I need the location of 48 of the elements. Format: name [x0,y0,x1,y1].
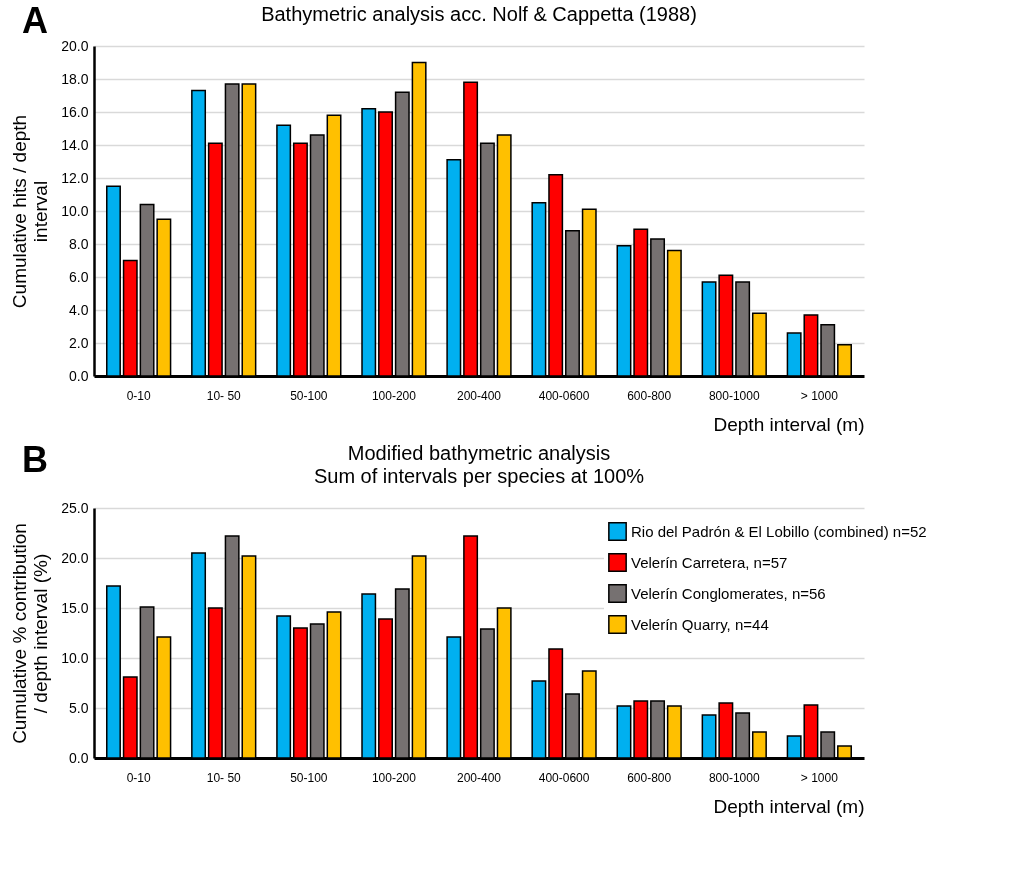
x-tick-label: 100-200 [371,388,417,403]
x-tick-label: 0-10 [126,388,151,403]
chart-title: Modified bathymetric analysis [347,442,611,464]
legend-label: Velerín Quarry, n=44 [631,615,769,633]
chart-title: Bathymetric analysis acc. Nolf & Cappetta (1988) [261,3,697,25]
y-axis-title: Cumulative hits / depth interval [9,114,52,309]
x-tick-label: 200-400 [456,388,502,403]
chart-subtitle: Sum of intervals per species at 100% [313,465,645,487]
y-axis-title: Cumulative % contribution / depth interval (%) [9,523,52,744]
x-tick-label: 400-0600 [538,770,590,785]
y-tick-label: 2.0 [69,334,89,351]
y-tick-label: 6.0 [69,268,89,285]
x-tick-label: 600-800 [627,388,672,403]
x-tick-label: 800-1000 [708,770,760,785]
x-tick-label: 100-200 [371,770,417,785]
legend-label: Velerín Conglomerates, n=56 [631,584,826,602]
y-tick-label: 10.0 [61,202,89,219]
y-tick-label: 10.0 [61,649,89,666]
x-tick-label: 600-800 [627,770,672,785]
y-tick-label: 4.0 [69,301,89,318]
x-tick-label: 800-1000 [708,388,760,403]
y-tick-label: 15.0 [61,599,89,616]
x-tick-label: 50-100 [290,388,328,403]
x-tick-label: 10- 50 [206,770,242,785]
y-tick-label: 14.0 [61,136,89,153]
x-tick-label: > 1000 [800,388,839,403]
x-tick-label: 0-10 [126,770,151,785]
y-tick-label: 16.0 [61,103,89,120]
y-tick-label: 12.0 [61,169,89,186]
y-tick-label: 0.0 [69,367,89,384]
y-tick-label: 20.0 [61,37,89,54]
legend-label: Rio del Padrón & El Lobillo (combined) n=52 [631,522,927,540]
y-tick-label: 25.0 [61,499,89,516]
legend-label: Velerín Carretera, n=57 [631,553,788,571]
text: B [22,439,48,481]
x-tick-label: 10- 50 [206,388,242,403]
y-tick-label: 8.0 [69,235,89,252]
y-tick-label: 20.0 [61,549,89,566]
x-axis-title: Depth interval (m) [713,413,865,435]
x-axis-title: Depth interval (m) [713,795,865,817]
y-tick-label: 0.0 [69,749,89,766]
y-tick-label: 18.0 [61,70,89,87]
x-tick-label: 400-0600 [538,388,590,403]
text: A [22,0,48,42]
x-tick-label: > 1000 [800,770,839,785]
y-tick-label: 5.0 [69,699,89,716]
x-tick-label: 50-100 [290,770,328,785]
x-tick-label: 200-400 [456,770,502,785]
